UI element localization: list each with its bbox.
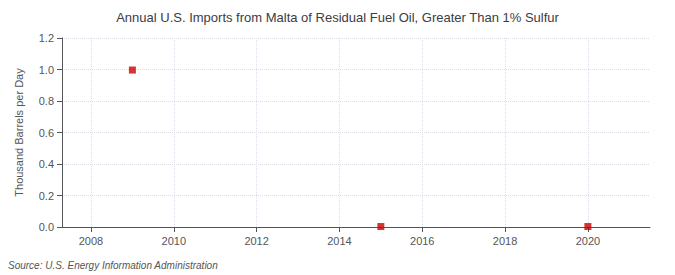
svg-text:0.2: 0.2 <box>39 190 54 202</box>
svg-text:0.0: 0.0 <box>39 221 54 233</box>
svg-text:2012: 2012 <box>244 235 268 247</box>
svg-text:2010: 2010 <box>162 235 186 247</box>
svg-text:2018: 2018 <box>493 235 517 247</box>
svg-text:2008: 2008 <box>79 235 103 247</box>
svg-text:0.4: 0.4 <box>39 158 54 170</box>
svg-text:1.2: 1.2 <box>39 32 54 44</box>
svg-text:0.6: 0.6 <box>39 127 54 139</box>
svg-text:1.0: 1.0 <box>39 64 54 76</box>
svg-text:2020: 2020 <box>576 235 600 247</box>
svg-text:2014: 2014 <box>327 235 351 247</box>
svg-text:Annual U.S. Imports from Malta: Annual U.S. Imports from Malta of Residu… <box>116 10 559 25</box>
svg-text:2016: 2016 <box>410 235 434 247</box>
svg-text:Source: U.S. Energy Informatio: Source: U.S. Energy Information Administ… <box>8 260 218 271</box>
svg-text:Thousand Barrels per Day: Thousand Barrels per Day <box>13 68 25 197</box>
svg-text:0.8: 0.8 <box>39 95 54 107</box>
